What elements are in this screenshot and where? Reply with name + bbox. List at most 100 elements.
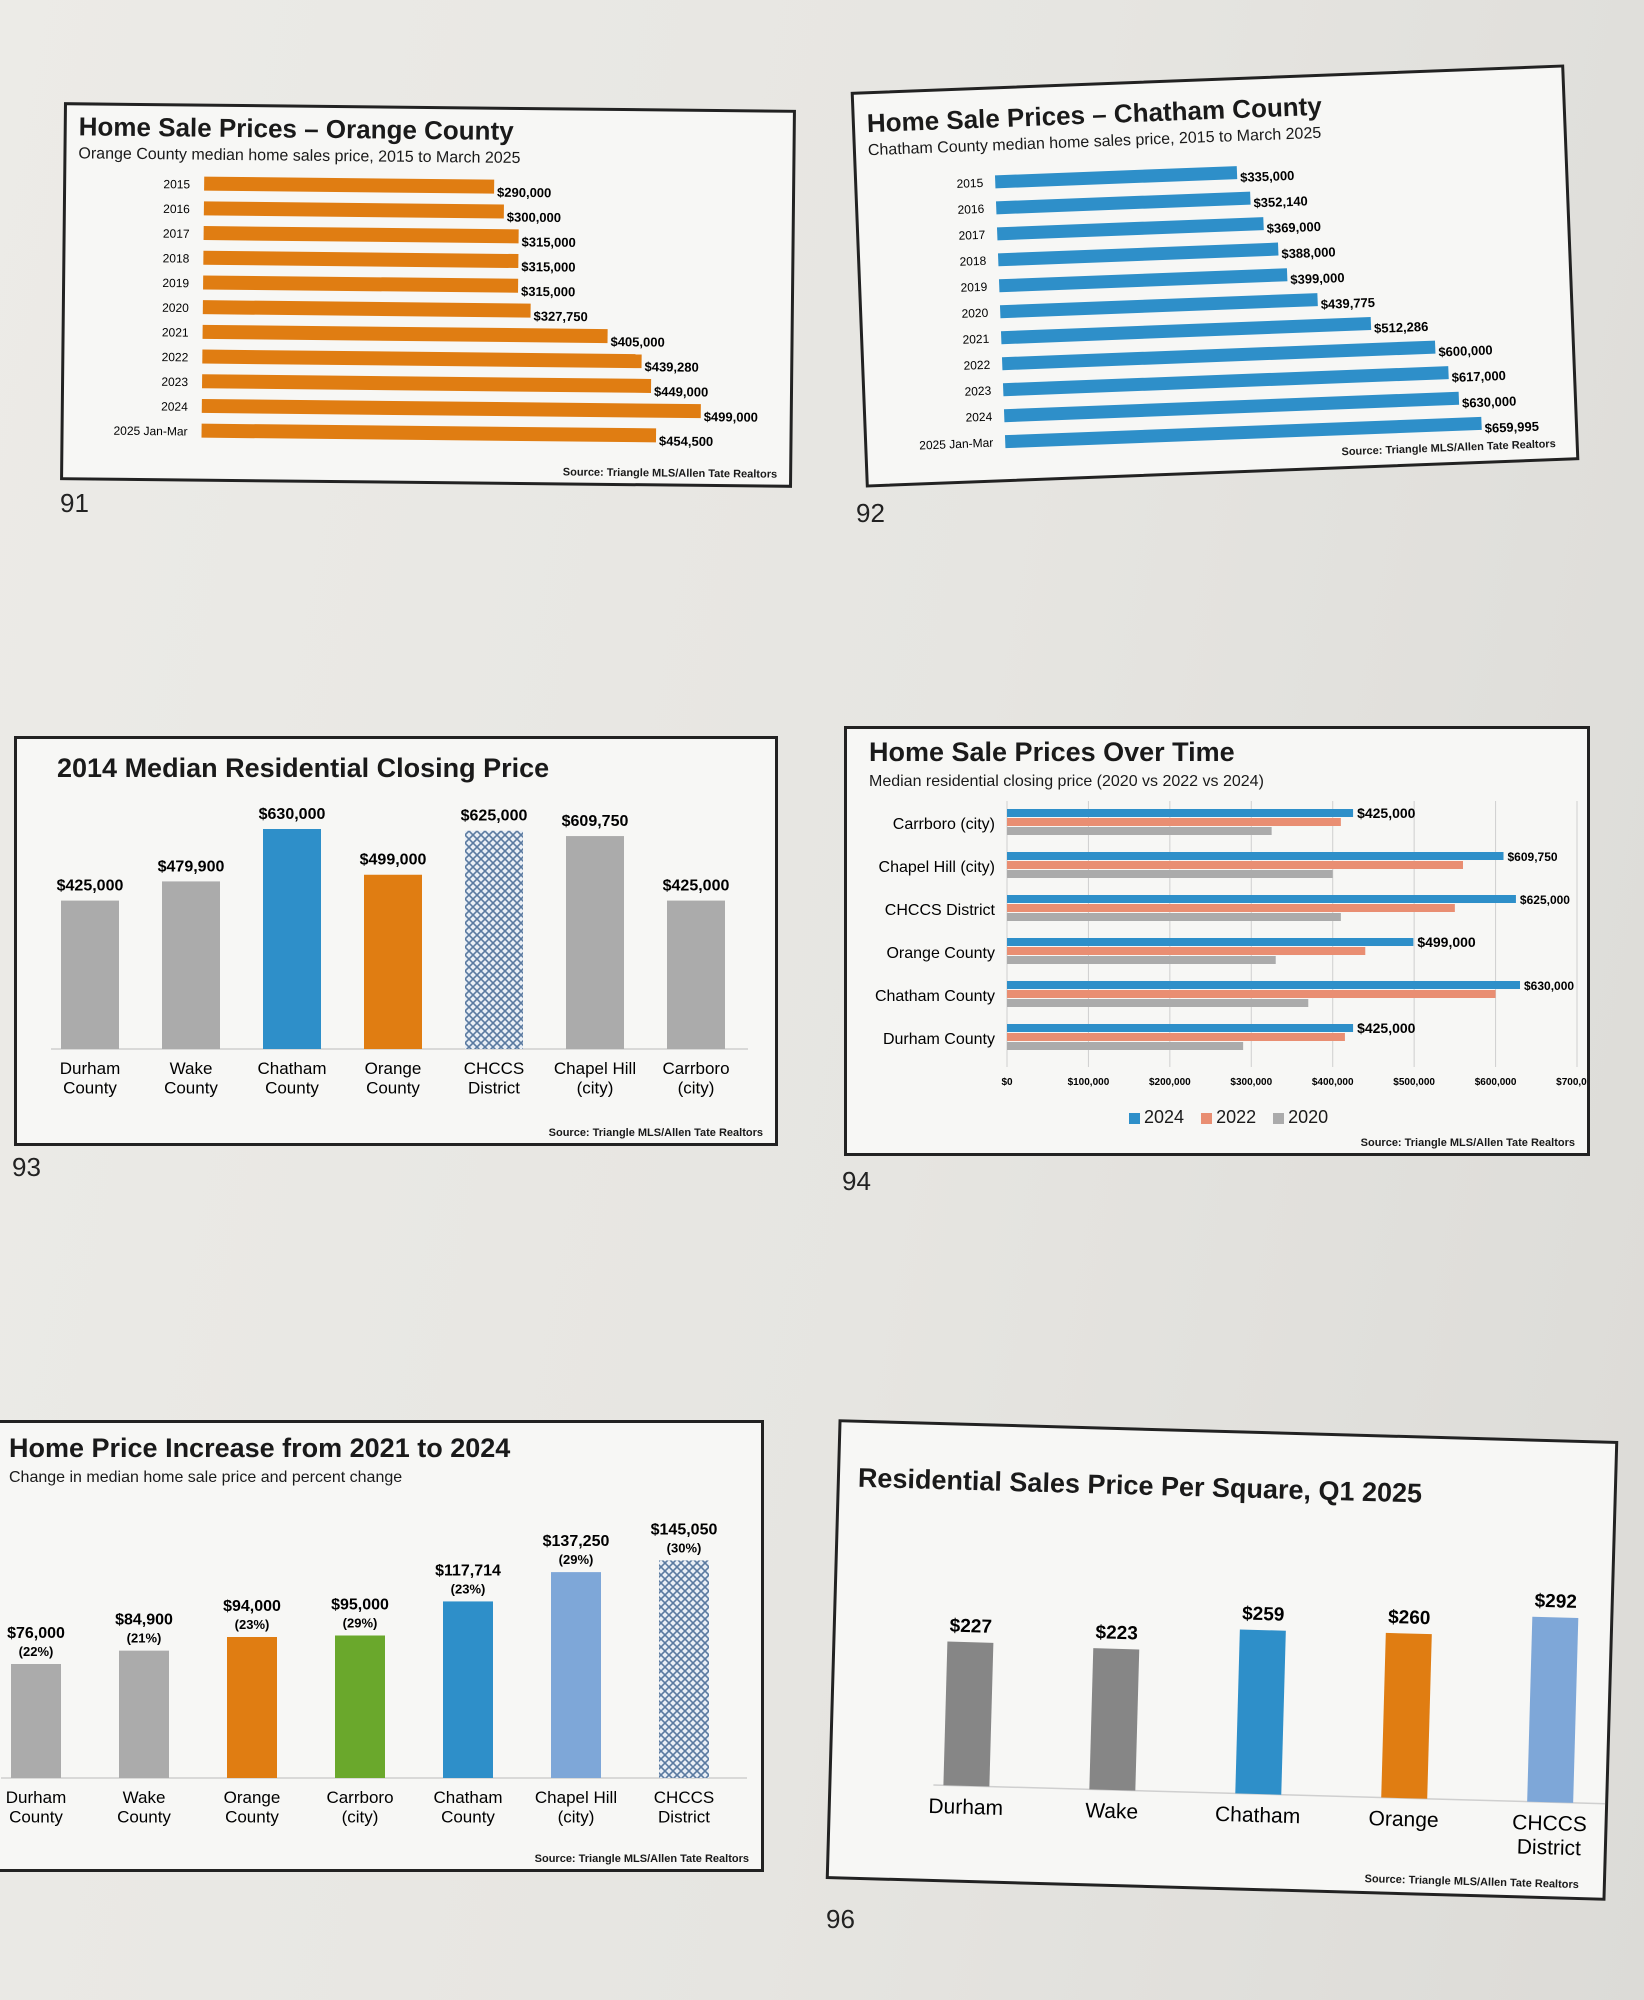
data-label: $609,750: [1508, 850, 1558, 864]
chart-source: Source: Triangle MLS/Allen Tate Realtors: [562, 466, 778, 481]
category-label: Chapel Hill (city): [535, 1788, 617, 1827]
tick-label: $200,000: [1149, 1077, 1191, 1088]
bar-2020: [1007, 913, 1341, 921]
bar-2024: [1007, 809, 1354, 817]
chart-orange-county: Home Sale Prices – Orange County Orange …: [60, 102, 796, 488]
bar: [999, 293, 1318, 319]
bar-2020: [1007, 1042, 1244, 1050]
category-label: Chatham County: [434, 1788, 503, 1827]
data-label: $425,000: [1357, 805, 1416, 821]
chart-title: 2014 Median Residential Closing Price: [57, 753, 550, 783]
chart-source: Source: Triangle MLS/Allen Tate Realtors: [534, 1853, 749, 1865]
bar: [443, 1601, 493, 1778]
data-label: $600,000: [1438, 342, 1493, 359]
bar: [994, 166, 1238, 189]
bar: [566, 836, 624, 1049]
data-label: $439,775: [1320, 295, 1375, 312]
tick-label: $0: [1001, 1077, 1013, 1088]
bar-2020: [1007, 956, 1276, 964]
category-label: Wake County: [117, 1788, 171, 1827]
data-label: $609,750: [562, 813, 629, 830]
data-label: $512,286: [1374, 319, 1429, 336]
category-label: Chatham County: [258, 1059, 327, 1098]
category-label: 2017: [958, 228, 986, 243]
chart-svg: 2015 $335,000 2016 $352,140 2017 $369,000 2018…: [919, 166, 1539, 453]
bar: [995, 191, 1251, 215]
chart-title: Home Sale Prices Over Time: [869, 737, 1235, 767]
percent-label: (23%): [451, 1581, 486, 1596]
data-label: $260: [1388, 1607, 1431, 1629]
data-label: $290,000: [497, 185, 551, 201]
bar: [201, 398, 701, 419]
legend-label: 2020: [1288, 1107, 1329, 1127]
data-label: $94,000: [223, 1598, 281, 1615]
bar: [202, 324, 608, 344]
bar: [364, 874, 422, 1049]
tick-label: $100,000: [1068, 1077, 1110, 1088]
category-label: 2016: [163, 202, 190, 216]
category-label: 2023: [161, 375, 188, 389]
chart-source: Source: Triangle MLS/Allen Tate Realtors: [1360, 1137, 1575, 1149]
data-label: $352,140: [1253, 193, 1308, 210]
category-label: Carrboro (city): [326, 1788, 393, 1827]
chart-subtitle: Change in median home sale price and per…: [9, 1469, 403, 1486]
data-label: $499,000: [1417, 934, 1476, 950]
data-label: $439,280: [644, 359, 698, 375]
tick-label: $400,000: [1312, 1077, 1354, 1088]
bar: [202, 349, 642, 369]
data-label: $449,000: [654, 384, 708, 400]
bar: [203, 201, 504, 219]
chart-source: Source: Triangle MLS/Allen Tate Realtors: [548, 1127, 763, 1139]
percent-label: (29%): [343, 1616, 378, 1631]
legend-swatch-2020: [1273, 1112, 1285, 1124]
data-label: $300,000: [507, 210, 561, 226]
category-label: 2025 Jan-Mar: [919, 436, 994, 453]
category-label: Orange: [1368, 1807, 1439, 1832]
category-label: Chapel Hill (city): [554, 1059, 636, 1098]
bar-2022: [1007, 904, 1455, 912]
category-label: Orange County: [886, 945, 995, 962]
percent-label: (21%): [127, 1631, 162, 1646]
chart-svg: $76,000 (22%) Durham County $84,900 (21%) Wake…: [1, 1521, 747, 1827]
category-label: Carrboro (city): [893, 816, 995, 833]
data-label: $315,000: [521, 259, 575, 275]
bar: [943, 1641, 994, 1787]
bar: [1003, 391, 1460, 423]
category-label: 2017: [163, 227, 190, 241]
bar-2022: [1007, 990, 1496, 998]
category-label: 2016: [957, 202, 985, 217]
bar: [1235, 1629, 1286, 1795]
category-label: Chatham County: [875, 988, 995, 1005]
bar: [998, 268, 1288, 293]
chart-2014-median-closing: 2014 Median Residential Closing Price $4…: [14, 736, 778, 1146]
data-label: $137,250: [543, 1533, 610, 1550]
category-label: 2018: [163, 251, 190, 265]
bar: [335, 1635, 385, 1778]
data-label: $617,000: [1451, 368, 1506, 385]
category-label: 2021: [962, 332, 990, 347]
bar: [996, 217, 1264, 241]
percent-label: (22%): [19, 1644, 54, 1659]
data-label: $425,000: [57, 878, 124, 895]
bar: [1527, 1616, 1579, 1803]
data-label: $630,000: [1524, 979, 1574, 993]
data-label: $454,500: [659, 433, 713, 449]
category-label: Wake: [1085, 1799, 1139, 1823]
legend-label: 2024: [1144, 1107, 1185, 1127]
bar: [1089, 1648, 1140, 1791]
data-label: $659,995: [1484, 419, 1539, 436]
data-label: $84,900: [115, 1612, 173, 1629]
bar: [227, 1637, 277, 1778]
bar: [202, 374, 652, 393]
data-label: $292: [1534, 1591, 1577, 1613]
chart-price-per-square: Residential Sales Price Per Square, Q1 2…: [825, 1419, 1619, 1901]
chart-svg: $0 $100,000 $200,000 $300,000 $400,000 $500,0…: [875, 801, 1587, 1088]
bar-2024: [1007, 981, 1520, 989]
data-label: $499,000: [704, 409, 758, 425]
bar: [201, 423, 657, 443]
bar-2024: [1007, 852, 1504, 860]
chart-title: Home Price Increase from 2021 to 2024: [9, 1433, 511, 1463]
page-number: 93: [12, 1152, 41, 1182]
chart-subtitle: Median residential closing price (2020 v…: [869, 773, 1264, 790]
